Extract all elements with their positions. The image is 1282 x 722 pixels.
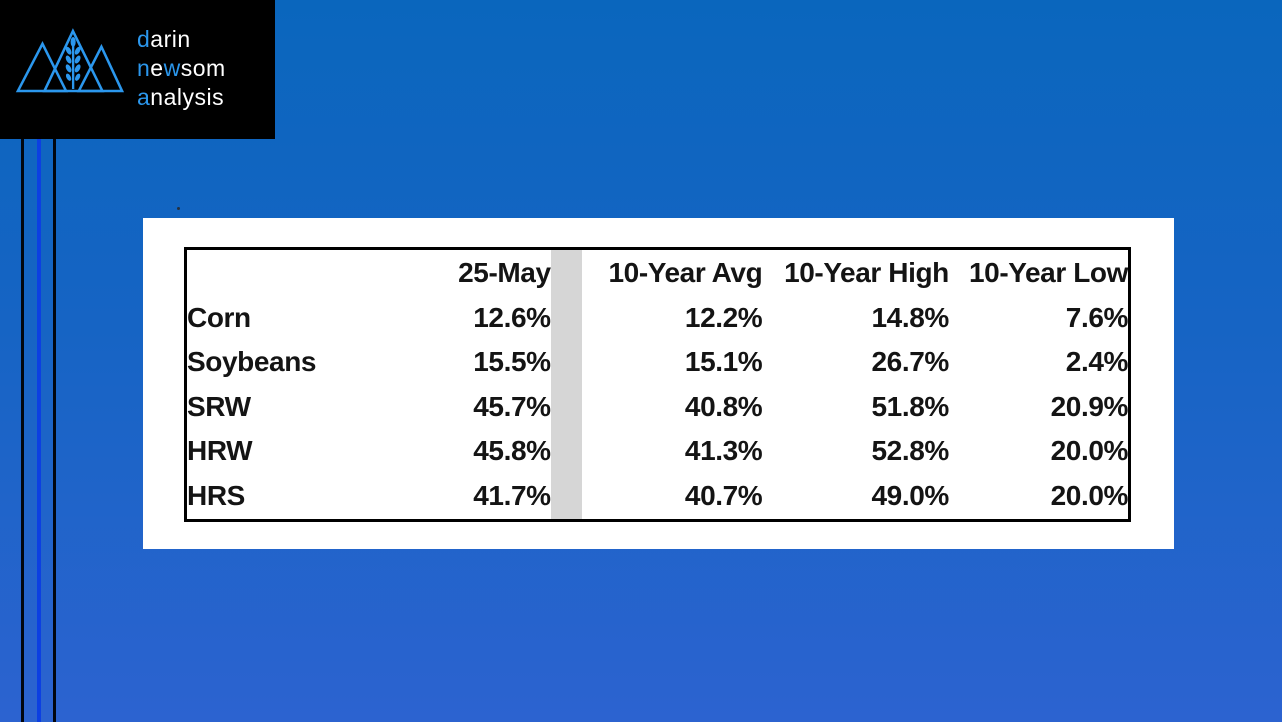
header-blank <box>186 249 359 296</box>
table-row-hrs: HRS 41.7% 40.7% 49.0% 20.0% <box>186 473 1130 521</box>
spacer-column <box>550 384 582 430</box>
table-header-row: 25-May 10-Year Avg 10-Year High 10-Year … <box>186 248 1130 296</box>
value-10yr-avg: 40.8% <box>684 390 763 422</box>
stray-dot-artifact <box>177 207 180 210</box>
spacer-column <box>550 429 582 474</box>
value-10yr-avg: 40.7% <box>684 480 763 512</box>
brand-line-1: darin <box>137 26 191 52</box>
value-25-may: 45.8% <box>473 435 551 467</box>
spacer-column <box>550 248 582 296</box>
brand-line-3: analysis <box>137 84 225 110</box>
row-label: Soybeans <box>187 346 317 378</box>
table-row-corn: Corn 12.6% 12.2% 14.8% 7.6% <box>186 295 1130 340</box>
vertical-accent-line-black-left <box>21 138 24 722</box>
value-10yr-low: 20.0% <box>1050 480 1129 512</box>
value-10yr-low: 2.4% <box>1065 346 1129 378</box>
header-10yr-avg: 10-Year Avg <box>608 256 763 288</box>
vertical-accent-line-black-right <box>53 138 56 722</box>
grain-percentages-table: 25-May 10-Year Avg 10-Year High 10-Year … <box>184 247 1131 522</box>
brand-line-2: newsom <box>137 55 226 81</box>
row-label: SRW <box>187 390 251 422</box>
value-10yr-avg: 41.3% <box>684 435 763 467</box>
value-10yr-low: 20.9% <box>1050 390 1129 422</box>
spacer-column <box>550 473 582 521</box>
value-10yr-low: 20.0% <box>1050 435 1129 467</box>
value-25-may: 15.5% <box>473 346 551 378</box>
table-row-soybeans: Soybeans 15.5% 15.1% 26.7% 2.4% <box>186 339 1130 385</box>
value-10yr-high: 14.8% <box>871 301 949 333</box>
content-card: 25-May 10-Year Avg 10-Year High 10-Year … <box>143 218 1174 549</box>
value-25-may: 12.6% <box>473 301 551 333</box>
brand-logo-block: darin newsom analysis <box>0 0 275 139</box>
vertical-accent-line-blue <box>37 138 41 722</box>
value-10yr-high: 26.7% <box>871 346 949 378</box>
spacer-column <box>550 295 582 340</box>
value-25-may: 45.7% <box>473 390 551 422</box>
brand-wordmark: darin newsom analysis <box>137 25 226 112</box>
spacer-column <box>550 339 582 385</box>
value-10yr-high: 52.8% <box>871 435 949 467</box>
header-10yr-high: 10-Year High <box>784 256 949 288</box>
value-10yr-low: 7.6% <box>1065 301 1129 333</box>
value-10yr-avg: 15.1% <box>684 346 763 378</box>
value-10yr-avg: 12.2% <box>684 301 763 333</box>
row-label: Corn <box>187 301 251 333</box>
value-10yr-high: 51.8% <box>871 390 949 422</box>
header-25-may: 25-May <box>458 256 551 288</box>
table-row-hrw: HRW 45.8% 41.3% 52.8% 20.0% <box>186 429 1130 474</box>
row-label: HRS <box>187 480 245 512</box>
value-25-may: 41.7% <box>473 480 551 512</box>
row-label: HRW <box>187 435 253 467</box>
value-10yr-high: 49.0% <box>871 480 949 512</box>
header-10yr-low: 10-Year Low <box>968 256 1128 288</box>
table-row-srw: SRW 45.7% 40.8% 51.8% 20.9% <box>186 384 1130 430</box>
mountains-wheat-icon <box>15 28 124 93</box>
